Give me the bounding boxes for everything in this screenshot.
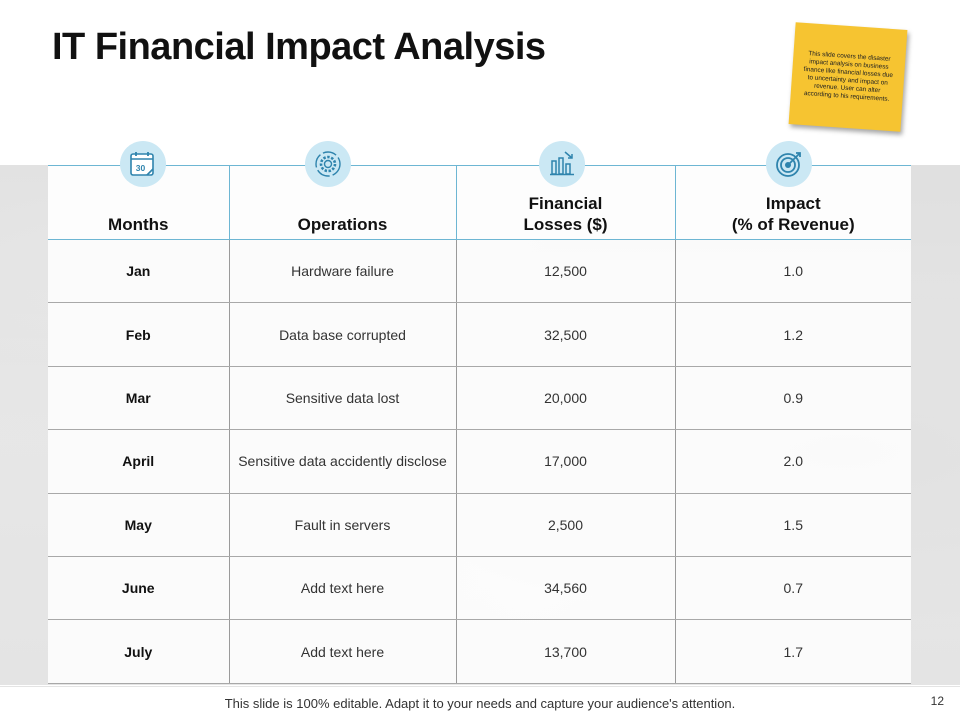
table-row: Feb Data base corrupted 32,500 1.2 bbox=[48, 302, 911, 367]
financial-loss-cell: 12,500 bbox=[455, 239, 675, 304]
table-header-row: Months Operations Financial Losses ($) I… bbox=[48, 165, 911, 240]
impact-cell: 0.7 bbox=[674, 556, 911, 621]
financial-impact-table: Months Operations Financial Losses ($) I… bbox=[48, 165, 911, 684]
month-cell: May bbox=[48, 493, 229, 557]
operation-cell: Hardware failure bbox=[228, 239, 456, 304]
month-cell: April bbox=[48, 429, 229, 494]
financial-loss-cell: 34,560 bbox=[455, 556, 675, 621]
page-title: IT Financial Impact Analysis bbox=[52, 26, 546, 68]
calendar-icon: 30 bbox=[120, 141, 166, 187]
operation-cell: Data base corrupted bbox=[228, 302, 456, 367]
month-cell: Mar bbox=[48, 366, 229, 431]
financial-loss-cell: 2,500 bbox=[455, 493, 675, 557]
header-months: Months bbox=[48, 165, 229, 240]
gear-cycle-icon bbox=[305, 141, 351, 187]
sticky-note-text: This slide covers the disaster impact an… bbox=[803, 50, 894, 103]
page-number: 12 bbox=[930, 694, 944, 708]
sticky-note: This slide covers the disaster impact an… bbox=[788, 22, 908, 132]
impact-cell: 1.2 bbox=[674, 302, 911, 367]
financial-loss-cell: 20,000 bbox=[455, 366, 675, 431]
bar-chart-decline-icon bbox=[539, 141, 585, 187]
table-row: Mar Sensitive data lost 20,000 0.9 bbox=[48, 366, 911, 431]
table-row: July Add text here 13,700 1.7 bbox=[48, 619, 911, 684]
impact-cell: 1.7 bbox=[674, 619, 911, 684]
table-row: Jan Hardware failure 12,500 1.0 bbox=[48, 239, 911, 304]
operation-cell: Add text here bbox=[228, 556, 456, 621]
operation-cell: Sensitive data lost bbox=[228, 366, 456, 431]
financial-loss-cell: 17,000 bbox=[455, 429, 675, 494]
operation-cell: Sensitive data accidently disclose bbox=[228, 429, 456, 494]
table-row: June Add text here 34,560 0.7 bbox=[48, 556, 911, 621]
impact-cell: 1.5 bbox=[674, 493, 911, 557]
table-row: April Sensitive data accidently disclose 1… bbox=[48, 429, 911, 494]
calendar-day-number: 30 bbox=[136, 163, 146, 173]
operation-cell: Add text here bbox=[228, 619, 456, 684]
impact-cell: 2.0 bbox=[674, 429, 911, 494]
data-table-container: Months Operations Financial Losses ($) I… bbox=[48, 165, 911, 684]
impact-cell: 0.9 bbox=[674, 366, 911, 431]
month-cell: Jan bbox=[48, 239, 229, 304]
table-row: May Fault in servers 2,500 1.5 bbox=[48, 493, 911, 557]
impact-cell: 1.0 bbox=[674, 239, 911, 304]
slide-footer: This slide is 100% editable. Adapt it to… bbox=[0, 686, 960, 721]
month-cell: June bbox=[48, 556, 229, 621]
financial-loss-cell: 13,700 bbox=[455, 619, 675, 684]
target-icon bbox=[766, 141, 812, 187]
footer-text: This slide is 100% editable. Adapt it to… bbox=[224, 696, 736, 711]
month-cell: Feb bbox=[48, 302, 229, 367]
operation-cell: Fault in servers bbox=[228, 493, 456, 557]
month-cell: July bbox=[48, 619, 229, 684]
financial-loss-cell: 32,500 bbox=[455, 302, 675, 367]
